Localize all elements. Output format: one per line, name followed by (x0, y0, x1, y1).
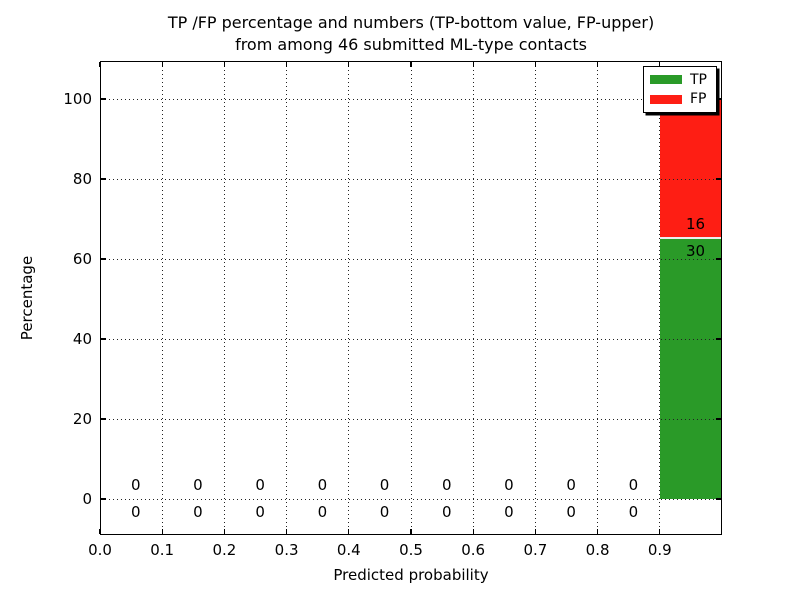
fp-count-label-bin2: 0 (255, 475, 265, 494)
ytick-right-0 (715, 498, 721, 500)
ytick-label-40: 40 (72, 330, 92, 348)
xtick-bottom-0.8 (597, 528, 599, 534)
fp-count-label-bin5: 0 (441, 475, 452, 494)
xtick-top-0.0 (99, 62, 101, 68)
legend-label-tp: TP (690, 71, 707, 88)
chart-title: TP /FP percentage and numbers (TP-bottom… (100, 12, 722, 56)
tp-count-label-bin7: 0 (566, 502, 576, 521)
fp-count-label-bin1: 0 (193, 475, 203, 494)
xtick-bottom-0.6 (472, 528, 474, 534)
xtick-top-0.7 (534, 62, 536, 68)
xtick-label-0.9: 0.9 (647, 541, 672, 559)
xtick-bottom-0.5 (410, 528, 412, 534)
fp-count-label-bin3: 0 (317, 475, 328, 494)
fp-count-label-bin0: 0 (130, 475, 141, 494)
plot-frame (100, 61, 722, 535)
y-axis-label: Percentage (18, 255, 36, 341)
legend-entry-tp: TP (650, 73, 710, 87)
gridline-x-0.3 (286, 62, 288, 534)
ytick-right-20 (715, 418, 721, 420)
tp-count-label-bin6: 0 (504, 502, 514, 521)
ytick-label-0: 0 (82, 490, 92, 508)
xtick-label-0.1: 0.1 (150, 541, 175, 559)
xtick-top-0.1 (161, 62, 163, 68)
fp-swatch (650, 94, 682, 104)
tp-count-label-bin3: 0 (317, 502, 328, 521)
bar-tp-segment-bin9 (659, 238, 722, 499)
gridline-x-0.7 (534, 62, 536, 534)
xtick-bottom-0.4 (348, 528, 350, 534)
ytick-left-60 (101, 258, 107, 260)
ytick-right-60 (715, 258, 721, 260)
xtick-top-0.9 (659, 62, 661, 68)
gridline-x-0.6 (472, 62, 474, 534)
tp-swatch (650, 75, 682, 85)
ytick-left-20 (101, 418, 107, 420)
tp-count-label-bin2: 0 (255, 502, 265, 521)
fp-count-label-bin8: 0 (628, 475, 639, 494)
gridline-x-0.1 (161, 62, 163, 534)
fp-count-label-bin7: 0 (566, 475, 576, 494)
xtick-bottom-0.0 (99, 528, 101, 534)
fp-count-label-bin4: 0 (379, 475, 390, 494)
chart-title-line1: TP /FP percentage and numbers (TP-bottom… (167, 13, 655, 32)
ytick-left-80 (101, 178, 107, 180)
fp-count-label-bin9: 16 (686, 215, 706, 234)
xtick-label-0.5: 0.5 (399, 541, 423, 559)
xtick-top-0.8 (597, 62, 599, 68)
ytick-right-100 (715, 98, 721, 100)
ytick-left-40 (101, 338, 107, 340)
x-axis-label: Predicted probability (333, 566, 489, 584)
tp-count-label-bin5: 0 (441, 502, 452, 521)
xtick-bottom-0.1 (161, 528, 163, 534)
bar-fp-segment-bin9 (659, 99, 722, 239)
legend: TP FP (643, 66, 717, 113)
gridline-x-0.2 (223, 62, 225, 534)
xtick-label-0.0: 0.0 (88, 541, 112, 559)
xtick-bottom-0.9 (659, 528, 661, 534)
ytick-label-60: 60 (72, 250, 92, 268)
legend-label-fp: FP (690, 91, 707, 108)
ytick-label-100: 100 (63, 90, 92, 108)
gridline-x-0.4 (348, 62, 350, 534)
xtick-top-0.2 (223, 62, 225, 68)
xtick-top-0.3 (286, 62, 288, 68)
gridline-x-0.9 (659, 62, 661, 534)
xtick-label-0.6: 0.6 (461, 541, 486, 559)
xtick-bottom-0.2 (223, 528, 225, 534)
xtick-top-0.4 (348, 62, 350, 68)
xtick-top-0.5 (410, 62, 412, 68)
ytick-label-80: 80 (72, 170, 92, 188)
xtick-top-0.6 (472, 62, 474, 68)
xtick-bottom-0.7 (534, 528, 536, 534)
tp-count-label-bin4: 0 (379, 502, 390, 521)
tp-count-label-bin9: 30 (686, 241, 706, 260)
tp-count-label-bin0: 0 (130, 502, 141, 521)
xtick-label-0.7: 0.7 (523, 541, 548, 559)
ytick-left-100 (101, 98, 107, 100)
ytick-right-80 (715, 178, 721, 180)
ytick-label-20: 20 (72, 410, 92, 428)
tp-count-label-bin8: 0 (628, 502, 639, 521)
bar-stack-separator-bin9 (659, 237, 722, 239)
xtick-label-0.3: 0.3 (274, 541, 299, 559)
gridline-x-0.5 (410, 62, 412, 534)
xtick-label-0.4: 0.4 (336, 541, 361, 559)
chart-title-line2: from among 46 submitted ML-type contacts (235, 35, 587, 54)
ytick-right-40 (715, 338, 721, 340)
ytick-left-0 (101, 498, 107, 500)
xtick-label-0.2: 0.2 (212, 541, 237, 559)
xtick-label-0.8: 0.8 (585, 541, 610, 559)
xtick-bottom-0.3 (286, 528, 288, 534)
tp-count-label-bin1: 0 (193, 502, 203, 521)
legend-entry-fp: FP (650, 92, 710, 106)
fp-count-label-bin6: 0 (504, 475, 514, 494)
gridline-x-0.8 (597, 62, 599, 534)
